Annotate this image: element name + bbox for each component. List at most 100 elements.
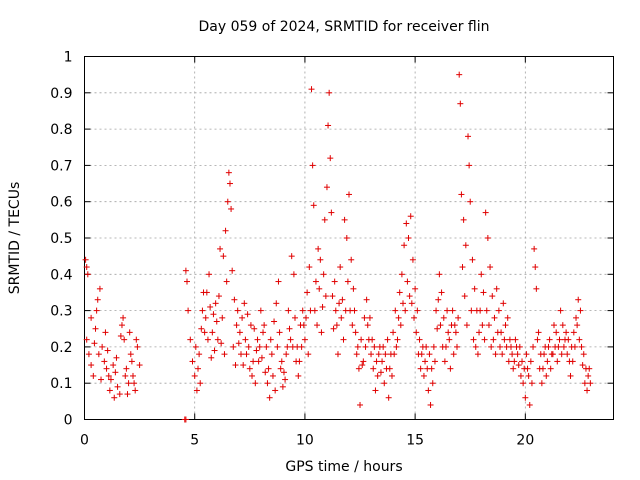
data-point — [532, 264, 539, 271]
data-point — [234, 307, 241, 314]
data-point — [396, 289, 403, 296]
data-point — [571, 343, 578, 350]
data-point — [212, 300, 219, 307]
data-point — [401, 242, 408, 249]
data-point — [552, 343, 559, 350]
y-axis-title: SRMTID / TECUs — [7, 182, 23, 295]
data-point — [414, 307, 421, 314]
data-point — [390, 329, 397, 336]
data-point — [436, 271, 443, 278]
data-point — [189, 358, 196, 365]
data-point — [336, 300, 343, 307]
data-point — [98, 376, 105, 383]
data-point — [393, 343, 400, 350]
data-point — [510, 365, 517, 372]
data-point — [411, 314, 418, 321]
data-point — [349, 322, 356, 329]
data-point — [263, 343, 270, 350]
data-point — [107, 376, 114, 383]
y-tick-label: 0.2 — [50, 340, 72, 356]
data-point — [116, 391, 123, 398]
data-point — [291, 314, 298, 321]
data-point — [465, 133, 472, 140]
data-point — [249, 372, 256, 379]
data-point — [536, 365, 543, 372]
data-point — [284, 343, 291, 350]
data-point — [366, 314, 373, 321]
data-point — [350, 285, 357, 292]
data-point — [202, 314, 209, 321]
x-tick-label: 5 — [190, 433, 199, 449]
data-point — [328, 209, 335, 216]
data-point — [225, 169, 232, 176]
data-point — [330, 325, 337, 332]
data-point — [369, 336, 376, 343]
data-point — [340, 336, 347, 343]
data-point — [229, 267, 236, 274]
data-point — [193, 387, 200, 394]
data-point — [547, 365, 554, 372]
data-point — [461, 293, 468, 300]
data-point — [231, 296, 238, 303]
data-point — [578, 343, 585, 350]
data-point — [323, 184, 330, 191]
data-point — [265, 365, 272, 372]
data-point — [446, 336, 453, 343]
data-point — [374, 372, 381, 379]
data-point — [584, 387, 591, 394]
data-point — [266, 394, 273, 401]
tick-labels: 00.10.20.30.40.50.60.70.80.910 5 10 15 20 — [50, 50, 534, 449]
data-point — [120, 314, 127, 321]
data-point — [311, 307, 318, 314]
data-point — [319, 303, 326, 310]
data-point — [348, 256, 355, 263]
data-point — [93, 307, 100, 314]
data-point — [438, 289, 445, 296]
data-point — [204, 336, 211, 343]
data-point — [124, 391, 131, 398]
data-point — [209, 329, 216, 336]
data-point — [477, 307, 484, 314]
data-point — [564, 351, 571, 358]
data-point — [471, 285, 478, 292]
data-point — [494, 329, 501, 336]
data-point — [267, 336, 274, 343]
data-point — [128, 358, 135, 365]
data-point — [485, 322, 492, 329]
data-point — [268, 351, 275, 358]
data-point — [394, 336, 401, 343]
data-point — [422, 358, 429, 365]
data-point — [556, 336, 563, 343]
data-point — [364, 322, 371, 329]
data-point — [226, 180, 233, 187]
data-point — [213, 318, 220, 325]
data-point — [255, 358, 262, 365]
data-point — [210, 311, 217, 318]
data-point — [308, 86, 315, 93]
data-point — [187, 336, 194, 343]
data-point — [88, 314, 95, 321]
data-point — [257, 307, 264, 314]
x-tick-label: 20 — [516, 433, 534, 449]
data-point — [214, 336, 221, 343]
data-point — [581, 380, 588, 387]
grid-lines — [84, 56, 614, 420]
data-point — [312, 278, 319, 285]
data-point — [198, 325, 205, 332]
data-point — [84, 271, 91, 278]
data-point — [85, 351, 92, 358]
data-point — [304, 289, 311, 296]
y-tick-label: 0.9 — [50, 86, 72, 102]
data-point — [430, 343, 437, 350]
data-point — [557, 307, 564, 314]
data-point — [282, 376, 289, 383]
data-point — [433, 307, 440, 314]
data-point — [545, 343, 552, 350]
data-point — [440, 314, 447, 321]
data-point — [408, 300, 415, 307]
data-point — [449, 307, 456, 314]
data-point — [239, 314, 246, 321]
data-point — [353, 351, 360, 358]
data-point — [358, 336, 365, 343]
